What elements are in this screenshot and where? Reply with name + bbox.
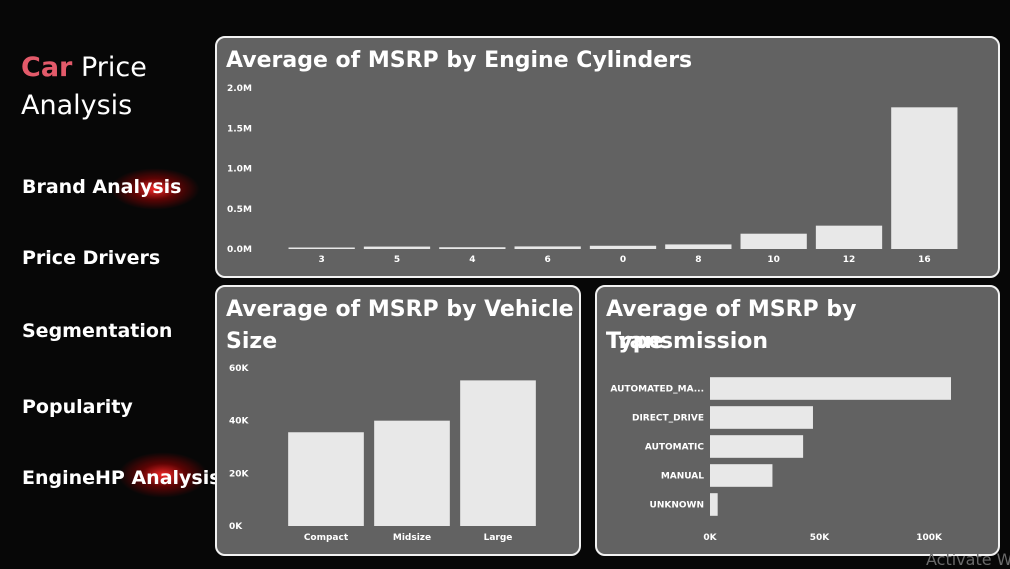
vehicle-size-bar — [460, 380, 536, 526]
transmission-chart: AUTOMATED_MA... DIRECT_DRIVE AUTOMATIC MANU… — [610, 377, 951, 543]
cylinders-panel[interactable]: Average of MSRP by Engine Cylinders 0.0M… — [215, 36, 1000, 278]
transmission-category-label: MANUAL — [661, 472, 704, 482]
cylinders-ytick-label: 1.5M — [227, 124, 252, 134]
cylinders-category-label: 16 — [918, 255, 931, 265]
vehicle-size-ytick-label: 20K — [229, 469, 250, 479]
cylinders-ytick-label: 0.0M — [227, 245, 252, 255]
vehicle-size-panel-title-line1: Average of MSRP by Vehicle — [226, 297, 574, 322]
cylinders-category-label: 4 — [469, 255, 475, 265]
cylinders-ytick-label: 2.0M — [227, 84, 252, 94]
vehicle-size-category-label: Midsize — [393, 533, 431, 543]
page-title: Car Price Analysis — [21, 49, 147, 125]
transmission-panel-title-line2: Type — [606, 329, 664, 354]
title-rest: Price — [72, 52, 147, 83]
nav-segmentation[interactable]: Segmentation — [22, 320, 173, 342]
vehicle-size-ytick-label: 60K — [229, 364, 250, 374]
nav-enginehp-analysis[interactable]: EngineHP Analysis — [22, 467, 221, 489]
cylinders-category-label: 3 — [319, 255, 325, 265]
cylinders-bar — [891, 107, 958, 249]
red-glow-bottom — [118, 452, 208, 498]
cylinders-bar — [439, 247, 506, 249]
vehicle-size-bar — [288, 432, 364, 526]
cylinders-bar — [740, 233, 807, 249]
nav-price-drivers[interactable]: Price Drivers — [22, 247, 161, 269]
vehicle-size-panel[interactable]: Average of MSRP by Vehicle Size 0K 20K 40K… — [215, 285, 581, 556]
cylinders-chart: 0.0M 0.5M 1.0M 1.5M 2.0M 3 5 4 6 0 8 10 12 16 — [227, 84, 958, 265]
transmission-panel-title-line1: Average of MSRP by Transmission — [606, 297, 857, 354]
vehicle-size-ytick-label: 0K — [229, 522, 243, 532]
vehicle-size-bar — [374, 420, 450, 526]
cylinders-bar — [589, 245, 657, 249]
title-accent: Car — [21, 52, 73, 83]
transmission-xtick-label: 50K — [810, 533, 831, 543]
cylinders-category-label: 12 — [843, 255, 856, 265]
red-glow-top — [110, 168, 200, 210]
cylinders-category-label: 6 — [545, 255, 551, 265]
cylinders-bar — [665, 244, 732, 249]
cylinders-bar — [288, 247, 355, 249]
nav-brand-analysis[interactable]: Brand Analysis — [22, 176, 182, 198]
transmission-category-label: AUTOMATED_MA... — [610, 385, 704, 395]
nav-popularity[interactable]: Popularity — [22, 396, 133, 418]
vehicle-size-category-label: Large — [484, 533, 513, 543]
cylinders-category-label: 5 — [394, 255, 400, 265]
title-line2: Analysis — [21, 90, 133, 121]
cylinders-panel-title: Average of MSRP by Engine Cylinders — [226, 48, 693, 73]
transmission-bar — [710, 377, 951, 400]
cylinders-bar — [514, 246, 581, 249]
cylinders-bar — [363, 246, 431, 249]
cylinders-category-label: 8 — [695, 255, 701, 265]
cylinders-ytick-label: 0.5M — [227, 205, 252, 215]
activate-watermark: Activate W — [926, 550, 1010, 569]
cylinders-category-label: 10 — [767, 255, 780, 265]
transmission-bar — [710, 406, 813, 429]
transmission-panel[interactable]: Average of MSRP by Transmission Type AUT… — [595, 285, 1000, 556]
vehicle-size-ytick-label: 40K — [229, 417, 250, 427]
cylinders-category-label: 0 — [620, 255, 626, 265]
vehicle-size-panel-title-line2: Size — [226, 329, 278, 354]
cylinders-ytick-label: 1.0M — [227, 165, 252, 175]
transmission-bar — [710, 435, 804, 458]
vehicle-size-chart: 0K 20K 40K 60K Compact Midsize Large — [229, 364, 536, 543]
transmission-bar — [710, 493, 718, 516]
transmission-xtick-label: 0K — [703, 533, 717, 543]
transmission-category-label: DIRECT_DRIVE — [632, 414, 704, 424]
transmission-category-label: AUTOMATIC — [645, 443, 704, 453]
cylinders-bar — [815, 225, 883, 249]
transmission-category-label: UNKNOWN — [650, 501, 704, 511]
transmission-bar — [710, 464, 773, 487]
vehicle-size-category-label: Compact — [304, 533, 349, 543]
transmission-xtick-label: 100K — [916, 533, 943, 543]
